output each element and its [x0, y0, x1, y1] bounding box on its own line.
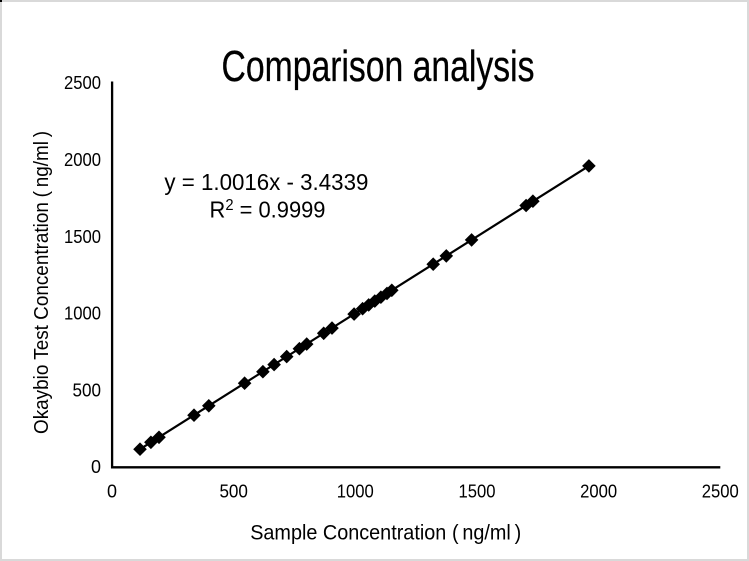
svg-text:Sample Concentration(ng/ml): Sample Concentration(ng/ml): [250, 522, 521, 545]
svg-text:2500: 2500: [64, 73, 101, 93]
svg-text:1000: 1000: [64, 304, 101, 324]
svg-text:R2 = 0.9999: R2 = 0.9999: [210, 197, 326, 223]
svg-text:Okaybio Test Concentration(ng/: Okaybio Test Concentration(ng/ml): [31, 131, 53, 434]
svg-text:0: 0: [107, 482, 117, 502]
svg-text:y = 1.0016x - 3.4339: y = 1.0016x - 3.4339: [164, 169, 368, 195]
svg-text:500: 500: [73, 380, 102, 400]
svg-text:Comparison analysis: Comparison analysis: [222, 42, 535, 91]
svg-text:2500: 2500: [702, 482, 739, 502]
svg-text:0: 0: [91, 457, 101, 477]
svg-text:1500: 1500: [459, 482, 496, 502]
svg-text:1000: 1000: [337, 482, 374, 502]
svg-text:500: 500: [219, 482, 248, 502]
svg-text:2000: 2000: [64, 150, 101, 170]
svg-text:1500: 1500: [64, 227, 101, 247]
svg-text:2000: 2000: [580, 482, 617, 502]
